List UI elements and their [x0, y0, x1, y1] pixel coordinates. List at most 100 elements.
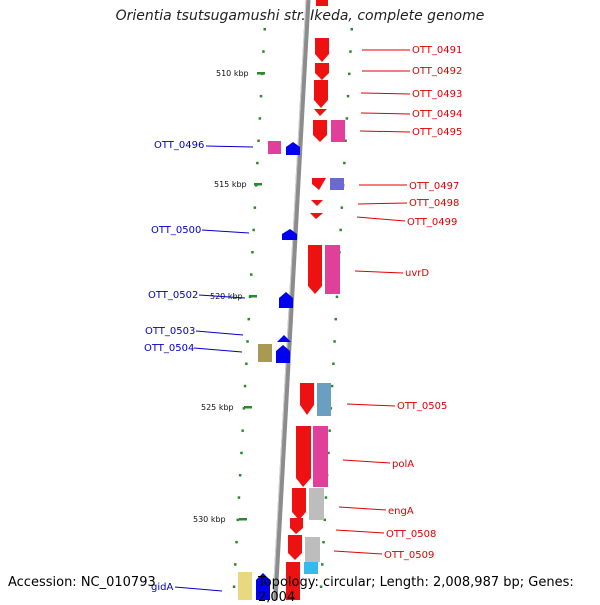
guide-dot [246, 340, 249, 343]
guide-dot [344, 139, 347, 142]
function-box [258, 344, 272, 362]
gene-label[interactable]: OTT_0505 [397, 401, 447, 412]
gene-label[interactable]: uvrD [405, 268, 429, 279]
gene-arrow[interactable] [288, 535, 302, 560]
gene-label[interactable]: OTT_0491 [412, 45, 462, 56]
gene-arrow[interactable] [279, 292, 293, 308]
gene-label[interactable]: engA [388, 506, 414, 517]
gene-label[interactable]: OTT_0508 [386, 529, 436, 540]
function-box [268, 141, 281, 154]
guide-dot [328, 429, 331, 432]
gene-label[interactable]: OTT_0509 [384, 550, 434, 561]
gene-arrow[interactable] [315, 63, 329, 80]
guide-dot [340, 206, 344, 209]
right-leaders [333, 49, 411, 555]
gene-label[interactable]: OTT_0503 [145, 326, 195, 337]
guide-dot [242, 407, 246, 410]
gene-arrow[interactable] [310, 213, 323, 219]
map-title: Orientia tsutsugamushi str. Ikeda, compl… [115, 8, 485, 24]
gene-arrow[interactable] [308, 245, 322, 294]
gene-arrow[interactable] [300, 383, 314, 415]
gene-arrow[interactable] [296, 426, 311, 487]
scale-tick-mark [239, 518, 247, 521]
guide-dot [256, 161, 259, 165]
accession-text: Accession: NC_010793 [8, 575, 156, 590]
guide-dot [253, 206, 257, 209]
gene-label[interactable]: OTT_0499 [407, 217, 457, 228]
gene-arrow[interactable] [277, 335, 291, 342]
guide-dot [327, 451, 330, 455]
function-box [305, 537, 320, 562]
guide-dot [262, 50, 265, 53]
guide-dot [349, 50, 352, 53]
function-box [304, 562, 318, 574]
gene-arrow[interactable] [286, 562, 300, 600]
guide-dot [250, 273, 253, 276]
function-box [238, 572, 252, 600]
guide-dot [319, 585, 323, 588]
left-labels: OTT_0496 OTT_0500 OTT_0502 OTT_0503 OTT_… [144, 140, 204, 593]
gene-arrow[interactable] [290, 518, 303, 534]
gene-arrow[interactable] [315, 38, 329, 62]
function-boxes [304, 120, 345, 574]
left-leaders [174, 145, 254, 592]
guide-dot [243, 384, 247, 388]
guide-dot [348, 72, 351, 76]
gene-label[interactable]: OTT_0494 [412, 109, 462, 120]
function-box [309, 488, 324, 520]
gene-label[interactable]: OTT_0502 [148, 290, 198, 301]
gene-label[interactable]: OTT_0495 [412, 127, 462, 138]
guide-dot [247, 317, 250, 321]
gene-arrow[interactable] [276, 345, 290, 363]
function-box [317, 383, 331, 416]
guide-dot [237, 496, 241, 499]
guide-dot [235, 540, 238, 544]
scale-tick-label: 515 kbp [214, 180, 247, 189]
gene-label[interactable]: OTT_0504 [144, 343, 194, 354]
gene-label[interactable]: OTT_0492 [412, 66, 462, 77]
guide-dot [345, 117, 349, 120]
topology-text: Topology: circular; Length: 2,008,987 bp… [258, 575, 574, 605]
guide-dot [334, 317, 337, 321]
guide-dot [251, 251, 254, 254]
right-labels: OTT_0491 OTT_0492 OTT_0493 OTT_0494 OTT_… [384, 45, 462, 561]
gene-label[interactable]: OTT_0496 [154, 140, 204, 151]
function-box [331, 120, 345, 142]
gene-arrow[interactable] [316, 0, 328, 6]
scale-tick-label: 530 kbp [193, 515, 226, 524]
gene-label[interactable]: OTT_0493 [412, 89, 462, 100]
guide-dot [343, 161, 346, 165]
scale-tick-mark [249, 295, 257, 298]
gene-arrow[interactable] [292, 488, 306, 520]
gene-arrow[interactable] [256, 573, 270, 600]
gene-arrow[interactable] [314, 80, 328, 108]
guide-dot [245, 362, 248, 365]
gene-arrow[interactable] [311, 200, 323, 206]
guide-dot [323, 518, 326, 522]
gene-label[interactable]: OTT_0500 [151, 225, 201, 236]
guide-dot [236, 518, 239, 522]
gene-arrow[interactable] [314, 109, 327, 116]
guide-dot [258, 117, 262, 120]
gene-label[interactable]: polA [392, 459, 414, 470]
guide-dot [263, 28, 266, 31]
scale-tick-mark [244, 406, 252, 409]
guide-dot [238, 474, 242, 477]
forward-genes [286, 0, 329, 600]
gene-arrow[interactable] [313, 120, 327, 142]
function-box [330, 178, 344, 190]
guide-dot [322, 540, 325, 544]
scale-tick-mark [257, 72, 265, 75]
guide-dot [350, 28, 353, 31]
gene-label[interactable]: gidA [151, 582, 173, 593]
guide-dot [259, 94, 263, 98]
gene-arrow[interactable] [312, 178, 326, 190]
guide-dot [241, 429, 244, 432]
gene-label[interactable]: OTT_0497 [409, 181, 459, 192]
gene-label[interactable]: OTT_0498 [409, 198, 459, 209]
function-box [325, 245, 340, 294]
guide-dot [232, 585, 236, 588]
gene-arrow[interactable] [282, 229, 297, 240]
gene-arrow[interactable] [286, 142, 300, 155]
